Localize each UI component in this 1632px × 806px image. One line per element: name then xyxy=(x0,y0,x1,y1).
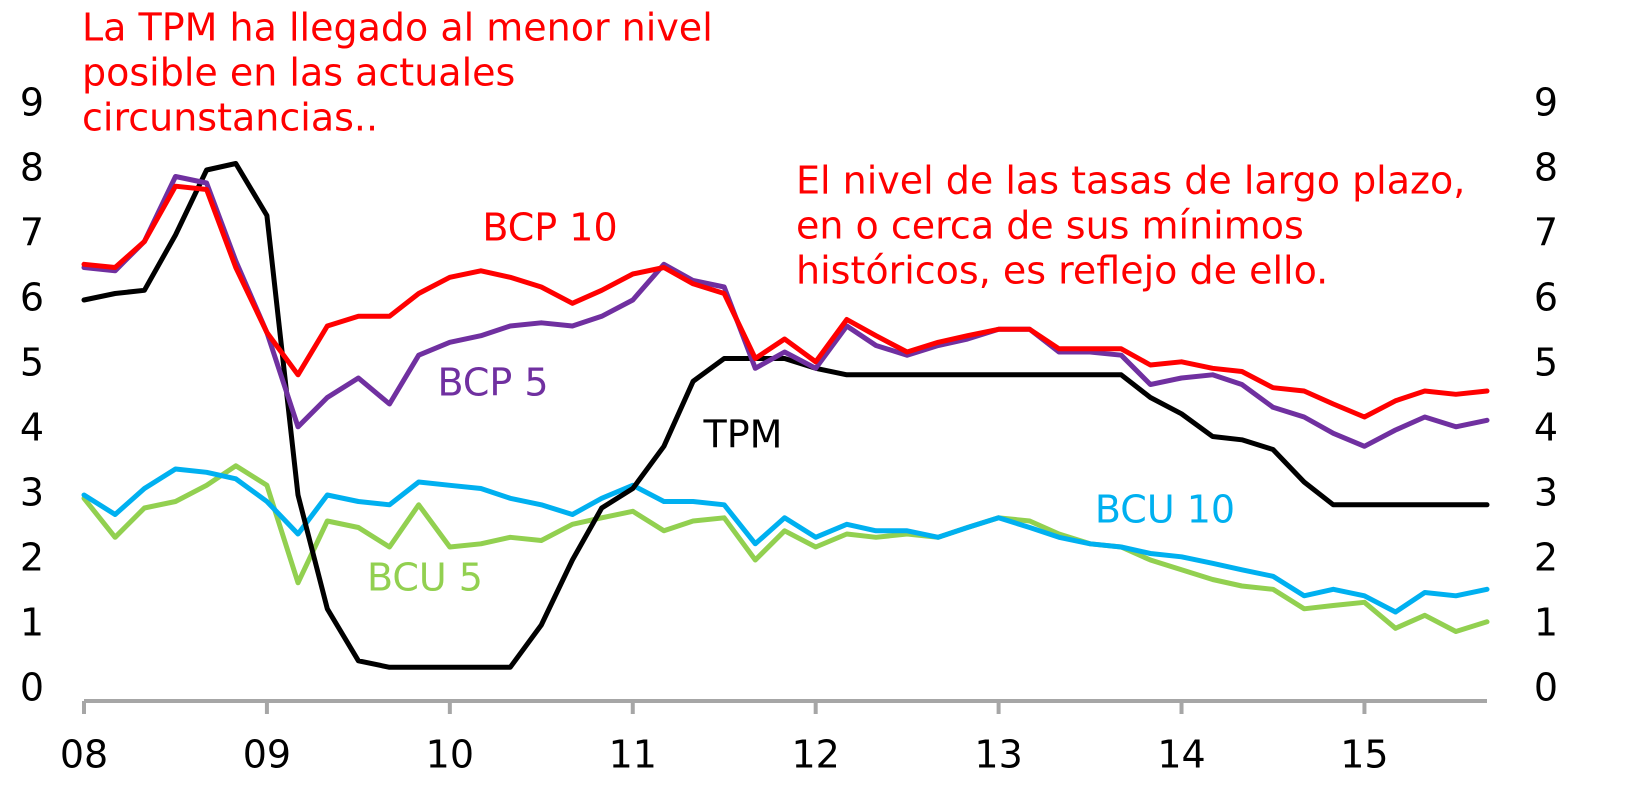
series-label: BCP 10 xyxy=(482,206,617,250)
y-tick-label: 0 xyxy=(20,666,44,710)
y-tick-label: 6 xyxy=(20,276,44,320)
y2-tick-label: 4 xyxy=(1534,406,1558,450)
y2-tick-label: 8 xyxy=(1534,146,1558,190)
x-tick-label: 09 xyxy=(243,733,291,777)
y2-tick-label: 3 xyxy=(1534,471,1558,515)
series-line xyxy=(81,161,1490,670)
x-tick-label: 13 xyxy=(974,733,1022,777)
x-tick-label: 14 xyxy=(1157,733,1205,777)
y2-tick-label: 6 xyxy=(1534,276,1558,320)
series-line xyxy=(81,466,1490,615)
series-label: BCP 5 xyxy=(437,361,548,405)
y2-tick-label: 9 xyxy=(1534,81,1558,125)
annotation: en o cerca de sus mínimos xyxy=(796,204,1304,248)
annotation: posible en las actuales xyxy=(82,51,515,95)
series-line xyxy=(81,183,1490,420)
series-label: TPM xyxy=(703,413,783,457)
series-label: BCU 5 xyxy=(367,556,483,600)
x-tick-label: 10 xyxy=(426,733,474,777)
y2-tick-label: 0 xyxy=(1534,666,1558,710)
y-tick-label: 7 xyxy=(20,211,44,255)
x-tick-label: 15 xyxy=(1340,733,1388,777)
series-line xyxy=(81,174,1490,449)
annotation: circunstancias.. xyxy=(82,96,378,140)
y-tick-label: 9 xyxy=(20,81,44,125)
y-tick-label: 2 xyxy=(20,536,44,580)
y2-tick-label: 2 xyxy=(1534,536,1558,580)
x-tick-label: 11 xyxy=(609,733,657,777)
y2-tick-label: 1 xyxy=(1534,601,1558,645)
annotation: históricos, es reflejo de ello. xyxy=(796,249,1328,293)
x-tick-label: 08 xyxy=(60,733,108,777)
series-line xyxy=(81,463,1490,634)
y-tick-label: 3 xyxy=(20,471,44,515)
annotation: La TPM ha llegado al menor nivel xyxy=(82,6,713,50)
y-tick-label: 8 xyxy=(20,146,44,190)
y2-tick-label: 5 xyxy=(1534,341,1558,385)
y-tick-label: 4 xyxy=(20,406,44,450)
x-tick-label: 12 xyxy=(792,733,840,777)
y2-tick-label: 7 xyxy=(1534,211,1558,255)
y-tick-label: 1 xyxy=(20,601,44,645)
annotation: El nivel de las tasas de largo plazo, xyxy=(796,159,1465,203)
y-tick-label: 5 xyxy=(20,341,44,385)
series-label: BCU 10 xyxy=(1095,488,1235,532)
